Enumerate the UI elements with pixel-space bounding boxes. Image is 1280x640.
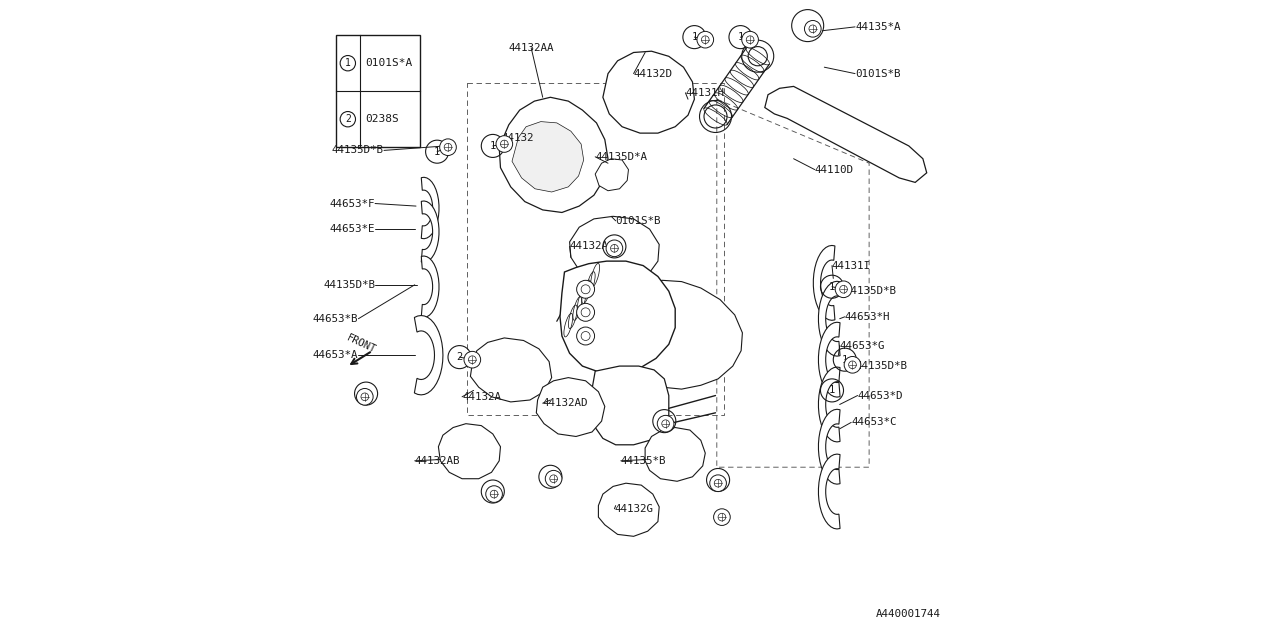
Circle shape xyxy=(709,475,727,492)
Polygon shape xyxy=(765,86,927,182)
Polygon shape xyxy=(421,177,439,239)
Text: 44132AA: 44132AA xyxy=(508,43,554,53)
Polygon shape xyxy=(561,261,676,372)
Polygon shape xyxy=(536,378,604,436)
Text: 44653*F: 44653*F xyxy=(329,198,375,209)
Text: 1: 1 xyxy=(842,355,847,365)
Polygon shape xyxy=(421,201,439,262)
Text: 1: 1 xyxy=(829,282,835,292)
Text: 44132AD: 44132AD xyxy=(543,398,589,408)
Circle shape xyxy=(486,486,503,502)
Text: 1: 1 xyxy=(434,147,440,157)
Circle shape xyxy=(658,415,675,432)
Circle shape xyxy=(742,31,759,48)
Circle shape xyxy=(576,280,594,298)
Circle shape xyxy=(545,470,562,487)
Polygon shape xyxy=(818,282,840,356)
Text: 44132AB: 44132AB xyxy=(415,456,461,466)
Polygon shape xyxy=(818,323,840,397)
Text: 0101S*B: 0101S*B xyxy=(616,216,662,226)
Text: 2: 2 xyxy=(716,475,721,485)
Polygon shape xyxy=(818,454,840,529)
Polygon shape xyxy=(603,51,694,133)
Polygon shape xyxy=(590,366,668,445)
Text: A440001744: A440001744 xyxy=(876,609,941,620)
Circle shape xyxy=(576,303,594,321)
Polygon shape xyxy=(818,410,840,484)
Text: 44135D*B: 44135D*B xyxy=(323,280,375,290)
Text: 1: 1 xyxy=(344,58,351,68)
Text: 2: 2 xyxy=(364,388,369,399)
Polygon shape xyxy=(471,338,552,402)
Text: 44131H: 44131H xyxy=(686,88,724,98)
Polygon shape xyxy=(599,483,659,536)
Polygon shape xyxy=(415,316,443,395)
Text: 44110D: 44110D xyxy=(815,164,854,175)
Text: 0101S*B: 0101S*B xyxy=(855,68,901,79)
Text: 44132A: 44132A xyxy=(462,392,500,402)
Circle shape xyxy=(440,139,457,156)
Text: 44653*G: 44653*G xyxy=(840,340,886,351)
Text: 0101S*A: 0101S*A xyxy=(365,58,412,68)
Polygon shape xyxy=(421,256,439,317)
Text: 2: 2 xyxy=(662,416,667,426)
Text: 44653*C: 44653*C xyxy=(851,417,897,428)
Text: 44135D*B: 44135D*B xyxy=(332,145,384,156)
Circle shape xyxy=(497,136,512,152)
Text: 44653*D: 44653*D xyxy=(858,390,904,401)
Polygon shape xyxy=(570,216,659,285)
Circle shape xyxy=(356,388,374,405)
Circle shape xyxy=(804,20,822,37)
Circle shape xyxy=(696,31,714,48)
Text: 44135D*A: 44135D*A xyxy=(595,152,648,162)
Text: 1: 1 xyxy=(490,141,495,151)
Text: 2: 2 xyxy=(548,472,553,482)
Text: FRONT: FRONT xyxy=(346,333,378,355)
Bar xyxy=(335,35,420,147)
Text: 44135D*B: 44135D*B xyxy=(845,286,897,296)
Text: 44135*A: 44135*A xyxy=(855,22,901,32)
Polygon shape xyxy=(645,428,705,481)
Text: 1: 1 xyxy=(829,385,835,396)
Polygon shape xyxy=(818,367,840,442)
Circle shape xyxy=(607,240,623,257)
Circle shape xyxy=(835,281,852,298)
Text: 2: 2 xyxy=(490,486,495,497)
Circle shape xyxy=(714,509,731,525)
Text: 2: 2 xyxy=(612,241,617,252)
Text: 1: 1 xyxy=(691,32,698,42)
Polygon shape xyxy=(595,159,628,191)
Text: 44653*E: 44653*E xyxy=(329,224,375,234)
Polygon shape xyxy=(438,424,500,479)
Polygon shape xyxy=(512,122,584,192)
Text: 1: 1 xyxy=(737,32,744,42)
Polygon shape xyxy=(813,246,835,320)
Text: 2: 2 xyxy=(344,114,351,124)
Text: 44131I: 44131I xyxy=(832,260,870,271)
Text: 44132: 44132 xyxy=(502,132,534,143)
Polygon shape xyxy=(589,280,742,389)
Text: 44653*H: 44653*H xyxy=(845,312,891,322)
Text: 44653*B: 44653*B xyxy=(312,314,358,324)
Polygon shape xyxy=(499,97,608,212)
Text: 44653*A: 44653*A xyxy=(312,350,358,360)
Text: 44132G: 44132G xyxy=(614,504,653,514)
Text: 2: 2 xyxy=(457,352,462,362)
Circle shape xyxy=(845,356,861,373)
Circle shape xyxy=(576,327,594,345)
Circle shape xyxy=(465,351,481,368)
Text: 44132D: 44132D xyxy=(634,68,672,79)
Text: 0238S: 0238S xyxy=(365,114,398,124)
Text: 44135*B: 44135*B xyxy=(621,456,667,466)
Text: 44132AC: 44132AC xyxy=(570,241,616,252)
Text: 44135D*B: 44135D*B xyxy=(855,361,908,371)
